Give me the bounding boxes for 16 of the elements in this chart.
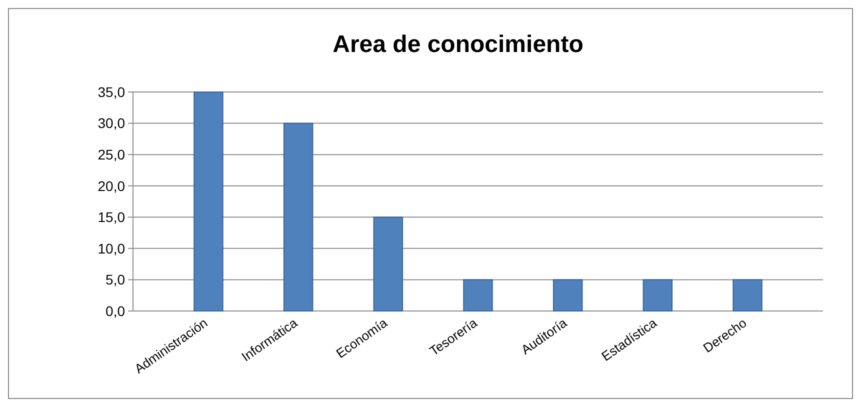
y-tick-label: 30,0 — [98, 115, 126, 132]
chart-title: Area de conocimiento — [332, 31, 584, 58]
bar — [463, 279, 493, 312]
bar — [283, 122, 314, 312]
bar — [642, 279, 673, 312]
bar — [194, 92, 224, 312]
y-tick-label: 0,0 — [106, 302, 126, 319]
bar — [732, 279, 762, 312]
y-tick-label: 20,0 — [98, 178, 126, 194]
y-tick-label: 5,0 — [106, 272, 126, 288]
y-tick-label: 25,0 — [98, 146, 126, 162]
bar — [373, 216, 404, 312]
y-tick-label: 10,0 — [98, 240, 126, 256]
y-tick-label: 15,0 — [98, 209, 126, 226]
y-tick-label: 35,0 — [98, 84, 126, 100]
bar — [552, 279, 583, 312]
